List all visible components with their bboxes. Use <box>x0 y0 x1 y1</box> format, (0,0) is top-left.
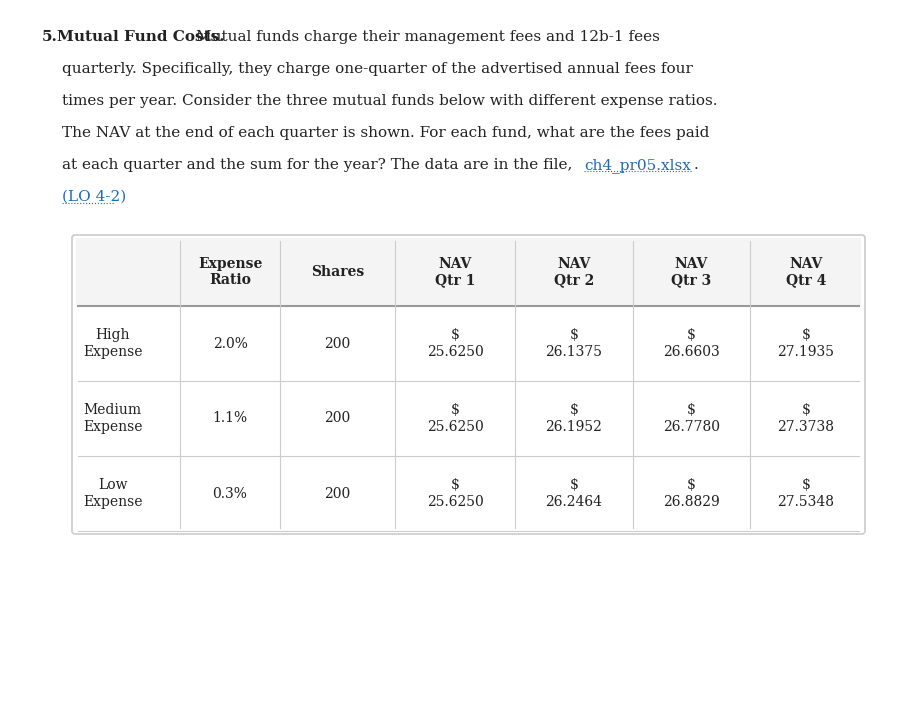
Text: Low
Expense: Low Expense <box>83 478 143 509</box>
Text: Mutual Fund Costs.: Mutual Fund Costs. <box>57 30 225 44</box>
Text: $
26.1375: $ 26.1375 <box>546 329 603 359</box>
Text: $
25.6250: $ 25.6250 <box>427 478 483 509</box>
Text: 0.3%: 0.3% <box>213 486 247 501</box>
Text: $
26.8829: $ 26.8829 <box>663 478 720 509</box>
Text: 200: 200 <box>325 336 351 350</box>
Text: times per year. Consider the three mutual funds below with different expense rat: times per year. Consider the three mutua… <box>62 94 717 108</box>
Text: quarterly. Specifically, they charge one-quarter of the advertised annual fees f: quarterly. Specifically, they charge one… <box>62 62 693 76</box>
Bar <box>76 306 861 381</box>
Text: at each quarter and the sum for the year? The data are in the file,: at each quarter and the sum for the year… <box>62 158 577 172</box>
Text: NAV
Qtr 4: NAV Qtr 4 <box>786 257 826 287</box>
Text: High
Expense: High Expense <box>83 329 143 359</box>
Bar <box>76 238 861 306</box>
Text: $
25.6250: $ 25.6250 <box>427 329 483 359</box>
Text: $
26.2464: $ 26.2464 <box>546 478 603 509</box>
Text: 5.: 5. <box>42 30 58 44</box>
Text: 200: 200 <box>325 411 351 425</box>
Bar <box>76 456 861 531</box>
Text: .: . <box>694 158 699 172</box>
Text: Medium
Expense: Medium Expense <box>83 404 143 434</box>
Text: $
27.1935: $ 27.1935 <box>778 329 834 359</box>
Text: 200: 200 <box>325 486 351 501</box>
Text: The NAV at the end of each quarter is shown. For each fund, what are the fees pa: The NAV at the end of each quarter is sh… <box>62 126 709 140</box>
Text: NAV
Qtr 1: NAV Qtr 1 <box>435 257 475 287</box>
Text: NAV
Qtr 2: NAV Qtr 2 <box>554 257 594 287</box>
Text: $
27.5348: $ 27.5348 <box>778 478 834 509</box>
Text: $
26.6603: $ 26.6603 <box>663 329 720 359</box>
Text: Mutual funds charge their management fees and 12b-1 fees: Mutual funds charge their management fee… <box>196 30 660 44</box>
Text: Expense
Ratio: Expense Ratio <box>198 257 262 287</box>
Text: $
26.1952: $ 26.1952 <box>546 404 603 434</box>
Text: $
26.7780: $ 26.7780 <box>663 404 720 434</box>
Text: $
27.3738: $ 27.3738 <box>778 404 834 434</box>
Text: NAV
Qtr 3: NAV Qtr 3 <box>671 257 712 287</box>
Text: 1.1%: 1.1% <box>213 411 247 425</box>
Bar <box>76 381 861 456</box>
FancyBboxPatch shape <box>72 235 865 534</box>
Text: ch4_pr05.xlsx: ch4_pr05.xlsx <box>584 158 691 173</box>
Text: 2.0%: 2.0% <box>213 336 247 350</box>
Text: (LO 4-2): (LO 4-2) <box>62 190 126 204</box>
Text: $
25.6250: $ 25.6250 <box>427 404 483 434</box>
Text: Shares: Shares <box>311 265 364 279</box>
